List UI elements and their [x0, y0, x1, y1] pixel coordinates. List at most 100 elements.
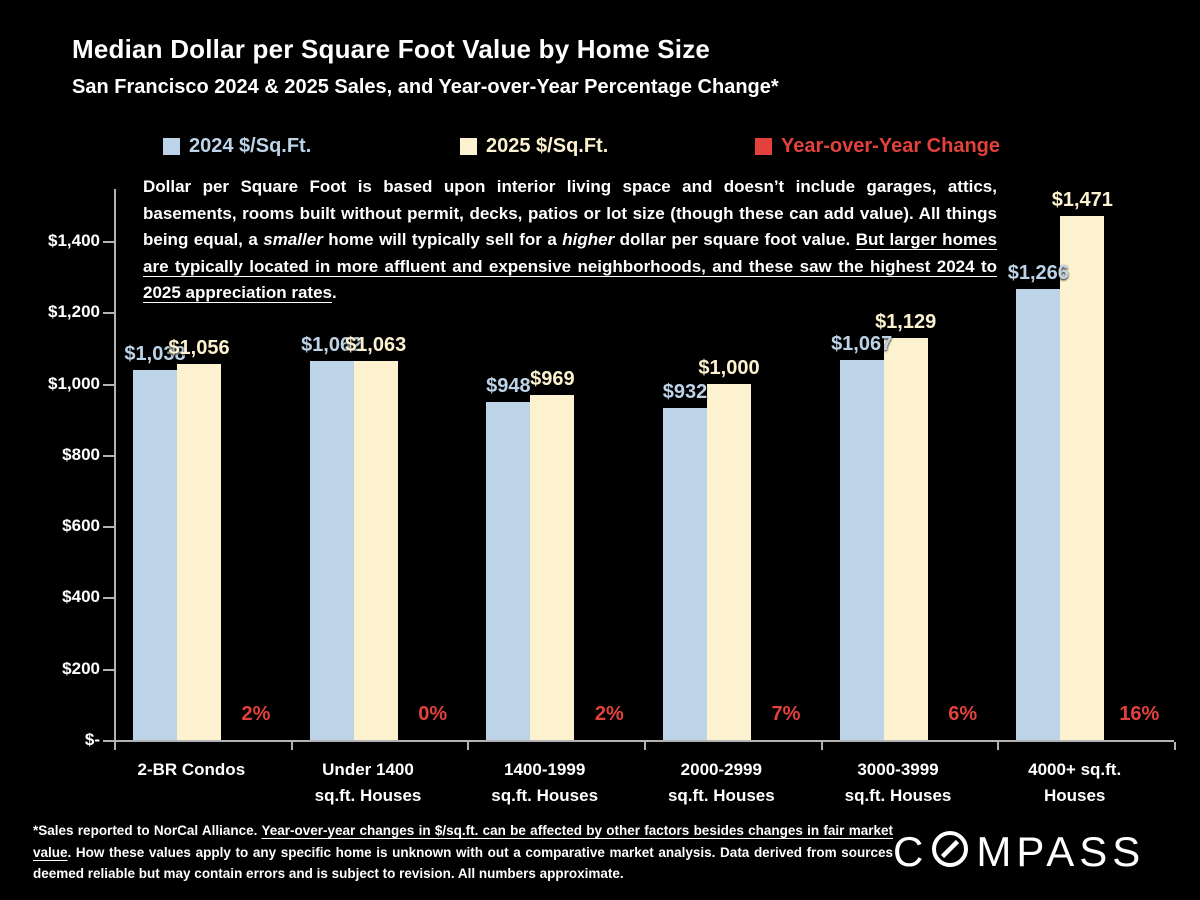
- x-tick-mark: [997, 742, 1000, 750]
- legend-label: Year-over-Year Change: [781, 134, 1000, 157]
- yoy-change-label: 0%: [418, 703, 448, 725]
- y-tick-mark: [103, 740, 114, 742]
- x-tick-mark: [467, 742, 470, 750]
- yoy-change-label: 2%: [241, 703, 271, 725]
- bar-value-label-2025: $1,056: [168, 336, 230, 359]
- bar-value-label-2024: $1,266: [1007, 261, 1069, 284]
- x-tick-mark: [1174, 742, 1176, 750]
- category-label: 2-BR Condos: [92, 757, 290, 783]
- bar-2024: [309, 361, 354, 740]
- text-segment-italic: smaller: [263, 230, 323, 249]
- y-tick-label: $200: [62, 658, 100, 678]
- legend-label: 2024 $/Sq.Ft.: [189, 134, 312, 157]
- text-segment-plain: *Sales reported to NorCal Alliance.: [33, 823, 262, 838]
- y-tick-label: $1,200: [48, 302, 100, 322]
- y-tick-mark: [103, 668, 114, 671]
- logo-letters-mpass: MPASS: [976, 828, 1146, 875]
- text-segment-plain: Dollar per Square Foot is based upon int…: [143, 177, 997, 249]
- bar-2025: [353, 361, 398, 740]
- bar-value-label-2024: $932: [662, 380, 708, 403]
- x-tick-mark: [820, 742, 823, 750]
- category-label-line: Under 1400: [322, 760, 414, 779]
- compass-logo: C MPASS: [893, 826, 1145, 878]
- category-label: Under 1400 sq.ft. Houses: [269, 757, 467, 809]
- bar-2024: [486, 402, 531, 740]
- bar-2025: [177, 363, 221, 740]
- y-tick-mark: [103, 241, 114, 243]
- bar-value-label-2025: $1,129: [875, 310, 937, 333]
- y-tick-label: $-: [84, 730, 100, 749]
- category-label-line: 1400-1999: [504, 760, 586, 779]
- y-tick-label: $600: [62, 516, 100, 536]
- y-tick-mark: [103, 597, 114, 600]
- text-segment-italic: higher: [562, 230, 615, 249]
- page-subtitle: San Francisco 2024 & 2025 Sales, and Yea…: [72, 76, 779, 98]
- y-tick-label: $800: [62, 444, 100, 464]
- text-segment-plain: dollar per square foot value.: [614, 230, 856, 249]
- text-segment-plain: .: [331, 283, 337, 302]
- yoy-change-label: 2%: [594, 703, 624, 725]
- category-label: 3000-3999 sq.ft. Houses: [799, 757, 997, 809]
- legend-item-2024: 2024 $/Sq.Ft.: [163, 134, 311, 158]
- y-axis-line: [114, 189, 116, 742]
- page-title: Median Dollar per Square Foot Value by H…: [72, 34, 711, 64]
- bar-value-label-2025: $1,063: [345, 334, 407, 357]
- y-tick-mark: [103, 526, 114, 529]
- y-tick-label: $400: [62, 587, 100, 607]
- text-segment-plain: . How these values apply to any specific…: [33, 844, 893, 882]
- category-label-line: 3000-3999: [857, 760, 939, 779]
- footnote-text: *Sales reported to NorCal Alliance. Year…: [33, 820, 893, 885]
- bar-2025: [1060, 215, 1105, 740]
- yoy-change-label: 6%: [948, 703, 978, 725]
- legend-item-2025: 2025 $/Sq.Ft.: [460, 134, 608, 158]
- bar-value-label-2024: $948: [486, 375, 531, 398]
- category-label: 1400-1999 sq.ft. Houses: [446, 757, 644, 809]
- category-label-line: sq.ft. Houses: [314, 786, 422, 805]
- bar-2024: [133, 370, 177, 740]
- legend-swatch-icon: [755, 137, 772, 155]
- bar-value-label-2025: $1,471: [1051, 188, 1113, 211]
- legend-item-yoy: Year-over-Year Change: [755, 134, 1000, 158]
- legend-swatch-icon: [163, 137, 180, 155]
- y-tick-mark: [103, 383, 114, 386]
- category-label: 2000-2999 sq.ft. Houses: [622, 757, 820, 809]
- y-tick-mark: [103, 454, 114, 457]
- x-tick-mark: [290, 742, 293, 750]
- text-segment-plain: home will typically sell for a: [322, 230, 563, 249]
- bar-2025: [530, 394, 575, 740]
- text-segment-underline: But larger homes are typically located i…: [143, 230, 997, 302]
- bar-value-label-2024: $1,038: [124, 343, 186, 366]
- bar-2024: [1016, 288, 1061, 740]
- annotation-text: Dollar per Square Foot is based upon int…: [143, 174, 997, 307]
- x-tick-mark: [644, 742, 646, 750]
- y-tick-mark: [103, 312, 114, 315]
- text-segment-underline: Year-over-year changes in $/sq.ft. can b…: [33, 823, 893, 860]
- bar-2024: [663, 407, 707, 740]
- x-tick-mark: [114, 742, 116, 750]
- bar-2024: [839, 359, 884, 740]
- y-tick-label: $1,000: [48, 373, 100, 393]
- yoy-change-label: 16%: [1119, 703, 1160, 725]
- category-label-line: sq.ft. Houses: [667, 786, 775, 805]
- logo-letter-c: C: [893, 828, 929, 875]
- compass-o-icon: [929, 826, 971, 878]
- legend-label: 2025 $/Sq.Ft.: [486, 134, 609, 157]
- bar-value-label-2025: $1,000: [698, 356, 760, 379]
- bar-value-label-2024: $1,067: [831, 332, 893, 355]
- category-label-line: 4000+ sq.ft.: [1028, 760, 1122, 779]
- legend-swatch-icon: [460, 137, 477, 155]
- yoy-change-label: 7%: [771, 703, 801, 725]
- bar-value-label-2024: $1,062: [301, 334, 363, 357]
- category-label: 4000+ sq.ft. Houses: [976, 757, 1174, 809]
- bar-value-label-2025: $969: [530, 367, 575, 390]
- x-axis-line: [114, 740, 1174, 742]
- bar-2025: [883, 337, 928, 740]
- category-label-line: sq.ft. Houses: [491, 786, 599, 805]
- y-tick-label: $1,400: [48, 231, 100, 250]
- category-label-line: Houses: [1043, 786, 1106, 805]
- category-label-line: 2000-2999: [680, 760, 762, 779]
- category-label-line: sq.ft. Houses: [844, 786, 952, 805]
- category-label-line: 2-BR Condos: [137, 760, 246, 779]
- bar-2025: [707, 383, 751, 740]
